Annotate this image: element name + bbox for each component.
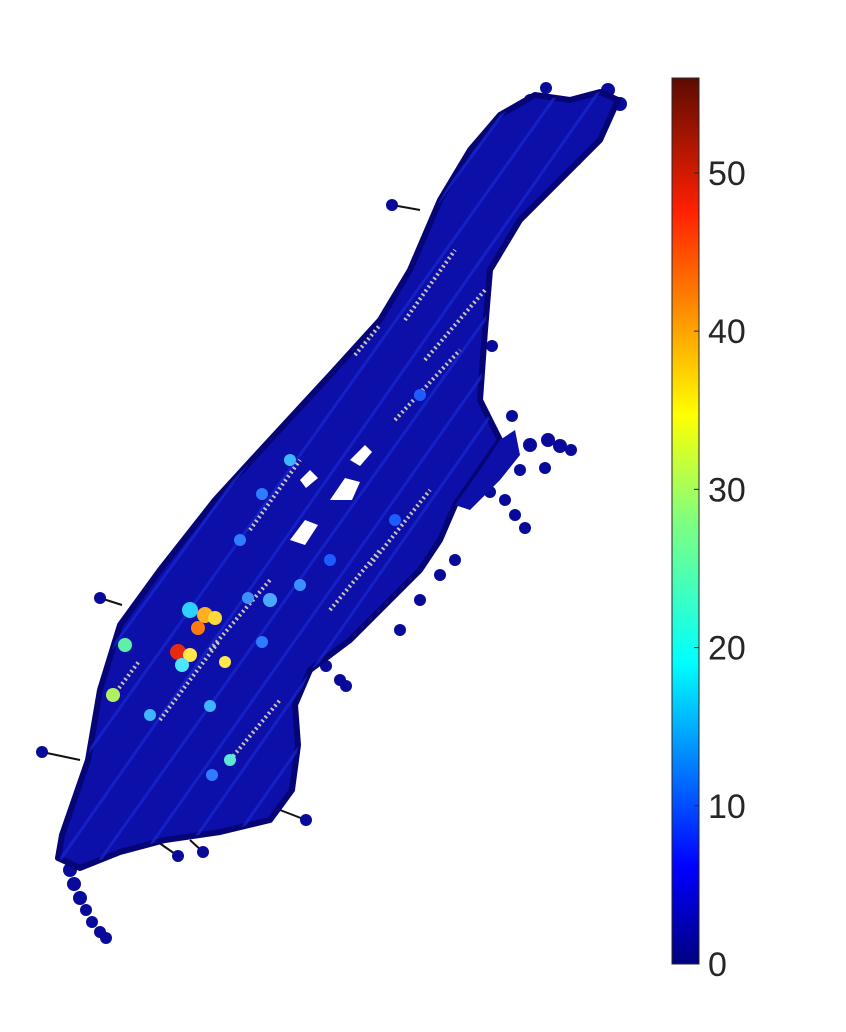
colorbar-tick-label: 30 [708, 471, 746, 509]
colorbar-ticks: 0 10 20 30 40 50 [694, 155, 746, 984]
colorbar-tick-label: 40 [708, 313, 746, 351]
island-body [55, 89, 621, 871]
colorbar-tick-label: 10 [708, 788, 746, 826]
node-stub [94, 592, 106, 604]
node-stub [386, 199, 398, 211]
node-stub [300, 814, 312, 826]
colorbar: 0 10 20 30 40 50 [671, 77, 746, 984]
hot-nodes [106, 389, 426, 781]
node-stub [36, 746, 48, 758]
network-map [36, 82, 627, 944]
island-spur [455, 430, 520, 510]
colorbar-tick-label: 50 [708, 155, 746, 193]
node-stub [197, 846, 209, 858]
colorbar-tick-label: 0 [708, 946, 727, 984]
node-stub [172, 850, 184, 862]
colorbar-gradient [671, 77, 700, 965]
colorbar-tick-label: 20 [708, 630, 746, 668]
edge-stub [41, 751, 81, 761]
